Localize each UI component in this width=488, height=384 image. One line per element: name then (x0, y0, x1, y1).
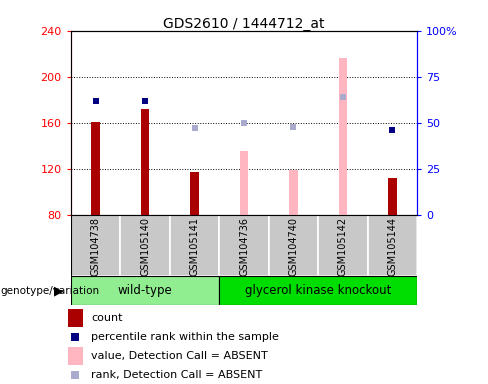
Text: glycerol kinase knockout: glycerol kinase knockout (245, 285, 391, 297)
Text: rank, Detection Call = ABSENT: rank, Detection Call = ABSENT (91, 370, 262, 380)
Bar (289, 170, 298, 215)
FancyBboxPatch shape (170, 215, 219, 276)
FancyBboxPatch shape (318, 215, 368, 276)
Text: genotype/variation: genotype/variation (0, 286, 99, 296)
Text: GSM105141: GSM105141 (189, 217, 200, 276)
Bar (240, 151, 248, 215)
Bar (219, 276, 417, 305)
Bar (141, 109, 149, 215)
FancyBboxPatch shape (120, 215, 170, 276)
Text: wild-type: wild-type (118, 285, 172, 297)
Bar (388, 178, 397, 215)
Text: ▶: ▶ (54, 285, 63, 297)
Text: value, Detection Call = ABSENT: value, Detection Call = ABSENT (91, 351, 268, 361)
Bar (190, 172, 199, 215)
Bar (68, 310, 82, 328)
FancyBboxPatch shape (269, 215, 318, 276)
FancyBboxPatch shape (219, 215, 269, 276)
FancyBboxPatch shape (368, 215, 417, 276)
Text: count: count (91, 313, 122, 323)
Bar (68, 347, 82, 365)
Bar (71, 276, 219, 305)
Text: GSM104736: GSM104736 (239, 217, 249, 276)
Text: GSM105140: GSM105140 (140, 217, 150, 276)
FancyBboxPatch shape (71, 215, 120, 276)
Text: GSM105142: GSM105142 (338, 217, 348, 276)
Bar (339, 58, 347, 215)
Text: GSM104738: GSM104738 (90, 217, 101, 276)
Text: percentile rank within the sample: percentile rank within the sample (91, 332, 279, 342)
Text: GSM104740: GSM104740 (288, 217, 299, 276)
Bar (91, 122, 100, 215)
Text: GSM105144: GSM105144 (387, 217, 398, 276)
Text: GDS2610 / 1444712_at: GDS2610 / 1444712_at (163, 17, 325, 31)
